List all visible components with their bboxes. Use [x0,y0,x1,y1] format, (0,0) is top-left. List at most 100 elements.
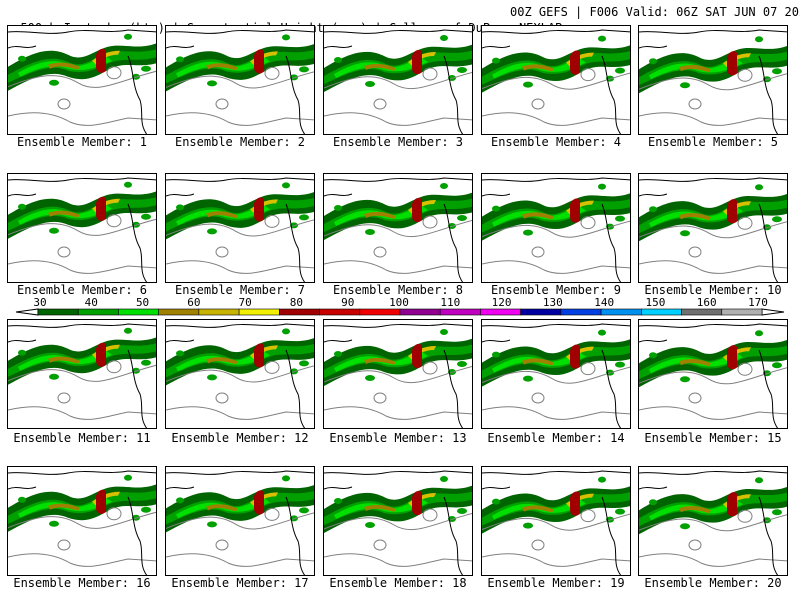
height-low-contour [737,362,753,376]
colorbar-segment [77,308,119,316]
isotach-cell [207,521,217,528]
colorbar-segment [681,308,723,316]
ensemble-member-map [165,25,315,135]
height-low-contour [106,214,122,228]
coastline [166,193,195,197]
jet-band-60kt [679,65,711,73]
isotach-cell [457,215,467,221]
height-contour-closed [373,246,387,258]
colorbar-tick-label: 120 [491,296,512,309]
isotach-cell [598,329,606,336]
height-contour-closed [57,246,71,258]
jet-max-80kt [412,343,422,369]
colorbar-segment [198,308,240,316]
jet-band-60kt [364,63,396,71]
height-contour [482,72,630,90]
height-contour [166,406,314,420]
isotach-cell [176,56,184,63]
ensemble-member-label: Ensemble Member: 3 [332,135,464,149]
isotach-cell [176,497,184,504]
ensemble-member-label: Ensemble Member: 18 [329,576,467,590]
member-map-canvas [8,29,156,134]
height-contour-closed [57,392,71,404]
isotach-colorbar [15,308,785,316]
colorbar-segment [721,308,763,316]
colorbar-segment [399,308,441,316]
jet-max-80kt [412,49,422,75]
coastline [324,470,472,475]
height-contour [324,553,472,567]
member-map-canvas [639,323,787,428]
isotach-cell [334,498,342,504]
height-contour [324,513,472,531]
ensemble-member-map [323,319,473,429]
coastline [639,486,668,490]
isotach-cell [18,203,26,210]
jet-band-60kt [206,211,238,219]
jet-max-80kt [570,344,580,369]
isotach-cell [598,183,606,190]
member-map-canvas [166,323,314,428]
isotach-cell [598,476,606,483]
ensemble-member-label: Ensemble Member: 14 [487,431,625,445]
coastline [482,470,630,475]
coastline [166,323,314,328]
member-map-canvas [639,177,787,282]
isotach-cell [457,361,467,367]
jet-band-60kt [48,503,80,511]
isotach-cell [282,34,290,41]
jet-max-80kt [412,197,422,223]
height-contour [8,70,156,88]
isotach-cell [755,330,763,337]
isotach-cell [334,351,342,357]
ensemble-member-label: Ensemble Member: 9 [490,283,622,297]
coastline [482,323,630,328]
jet-max-80kt [727,51,737,76]
ensemble-member-map [7,173,157,283]
coastline [639,45,668,49]
jet-max-80kt [254,49,264,74]
height-contour [8,364,156,382]
colorbar-right-arrow [761,308,785,316]
ensemble-member-map [165,466,315,576]
isotach-cell [440,183,448,189]
ensemble-member-map [638,319,788,429]
height-contour-closed [57,539,71,551]
isotach-cell [282,328,290,335]
height-contour [8,553,156,567]
coastline [8,29,156,34]
colorbar-segment [118,308,159,316]
jet-band-60kt [206,357,238,365]
coastline [166,486,195,490]
colorbar-segment [600,308,642,316]
colorbar-tick-label: 90 [341,296,355,309]
ensemble-member-map [638,25,788,135]
coastline [127,55,148,134]
coastline [639,470,787,475]
coastline [166,470,314,475]
colorbar-tick-label: 150 [645,296,666,309]
height-contour [8,260,156,274]
jet-band-60kt [679,213,711,221]
jet-band-60kt [364,211,396,219]
jet-max-80kt [96,196,106,221]
ensemble-member-map [481,319,631,429]
ensemble-member-label: Ensemble Member: 7 [174,283,306,297]
jet-max-80kt [727,492,737,517]
coastline [166,45,195,49]
member-map-canvas [8,323,156,428]
isotach-cell [49,520,59,527]
coastline [127,349,148,428]
height-contour [639,112,787,126]
ensemble-member-map [481,173,631,283]
isotach-cell [680,376,690,383]
isotach-cell [523,375,533,382]
height-contour [166,71,314,89]
colorbar-tick-label: 130 [542,296,563,309]
height-contour [482,112,630,126]
colorbar-segment [439,308,481,316]
jet-band-60kt [364,504,396,512]
ensemble-member-map [481,466,631,576]
ensemble-member-map [638,173,788,283]
height-contour [482,220,630,238]
